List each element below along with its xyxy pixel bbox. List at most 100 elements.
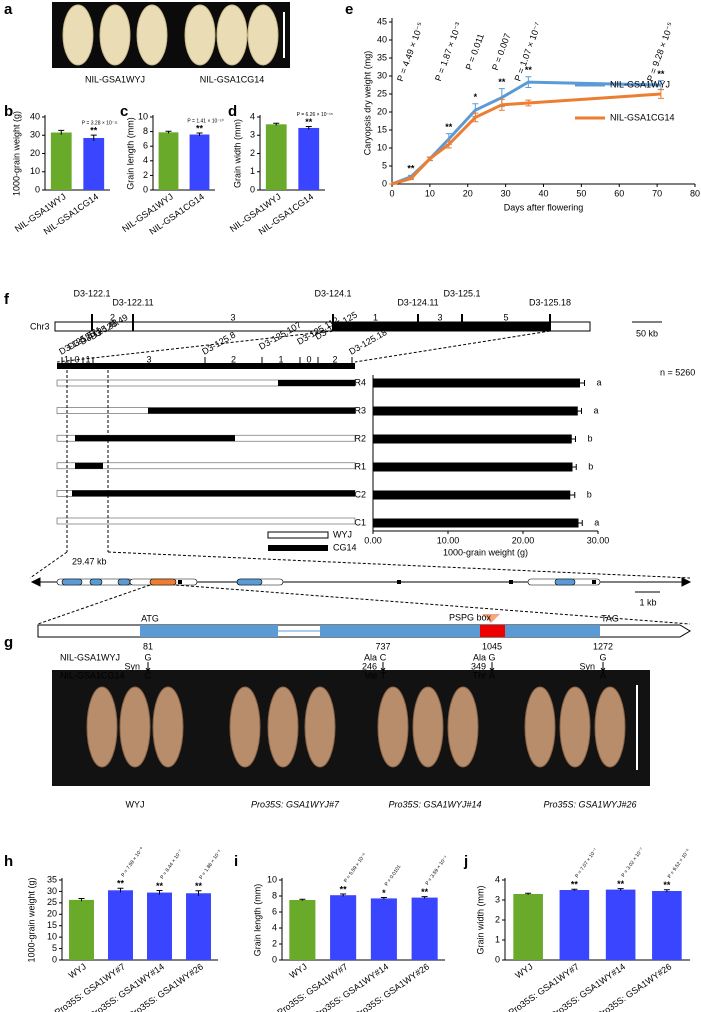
y-tick-label: 2: [495, 914, 500, 924]
p-value: P = 5.59 × 10⁻⁶: [343, 852, 368, 884]
y-tick-label: 6: [143, 141, 148, 151]
p-value: P = 0.0101: [384, 864, 403, 887]
y-tick-label: 2: [272, 938, 277, 948]
y-axis-label: Grain width (mm): [232, 119, 242, 188]
bar: [83, 137, 105, 190]
arrow: [145, 662, 151, 672]
y-tick-label: C2: [354, 489, 366, 499]
significance: **: [90, 125, 98, 135]
panel-label: e: [345, 1, 353, 18]
grain: [524, 686, 556, 768]
error-bar: [58, 129, 65, 135]
significance: **: [657, 69, 665, 79]
grain: [267, 686, 299, 768]
grain: [62, 4, 94, 66]
y-tick-label: 0: [52, 954, 57, 964]
y-tick-label: 10: [377, 142, 387, 152]
p-value: P = 3.59 × 10⁻⁴: [424, 855, 449, 887]
group-letter: b: [588, 433, 593, 443]
gene: [236, 578, 263, 586]
p-value: P = 8.44 × 10⁻⁷: [159, 849, 184, 881]
x-tick-label: 70: [652, 188, 662, 198]
recombinant-count: 3: [437, 312, 442, 322]
y-tick-label: 8: [272, 890, 277, 900]
y-tick-label: 2: [250, 148, 255, 158]
error-bar: [565, 492, 576, 498]
significance: *: [474, 92, 478, 102]
gene: [554, 578, 576, 586]
y-tick-label: 1: [250, 166, 255, 176]
marker-label: D3-124.1: [314, 288, 351, 298]
annotation: n = 5260: [660, 367, 695, 377]
pspg-marker: [482, 614, 500, 623]
y-tick-label: R1: [354, 461, 366, 471]
bar: [186, 893, 211, 960]
legend-swatch: [267, 531, 329, 539]
panel-label: j: [463, 853, 468, 870]
axis: [372, 375, 598, 532]
photo-caption: NIL-GSA1WYJ: [85, 74, 145, 84]
x-tick-label: WYJ: [288, 961, 309, 980]
gene: [117, 578, 131, 586]
y-tick-label: 6: [272, 906, 277, 916]
legend-swatch: [268, 545, 328, 551]
error-bar: [574, 520, 583, 526]
error-bar: [273, 122, 280, 126]
y-tick-label: 5: [382, 160, 387, 170]
x-tick-label: 20.00: [512, 535, 535, 545]
error-bar: [617, 888, 624, 891]
base: A: [489, 670, 495, 680]
bar: [147, 892, 172, 960]
y-tick-label: 40: [377, 34, 387, 44]
marker-label: D3-125.1: [443, 288, 480, 298]
base: G: [599, 652, 606, 662]
bar: [189, 134, 210, 190]
y-tick-label: 10: [30, 166, 40, 176]
y-tick-label: 40: [30, 111, 40, 121]
grain: [377, 686, 409, 768]
pspg-box: [480, 625, 505, 637]
significance: **: [571, 880, 579, 890]
y-tick-label: C1: [354, 517, 366, 527]
bar: [370, 898, 397, 960]
y-axis-label: Grain length (mm): [252, 884, 262, 957]
cg14-segment: [72, 490, 355, 497]
p-value: P = 0.011: [464, 32, 486, 71]
marker-label: D3-125.18: [529, 297, 571, 307]
recombinant-count: 2: [332, 354, 337, 364]
error-bar: [380, 896, 387, 900]
y-tick-label: R2: [354, 433, 366, 443]
significance: *: [382, 888, 386, 898]
locus-tick: [592, 580, 596, 584]
y-tick-label: R3: [354, 405, 366, 415]
y-tick-label: 10: [267, 874, 277, 884]
zoom-line: [29, 551, 68, 579]
p-value: P = 4.49 × 10⁻⁵: [395, 21, 426, 83]
significance: **: [407, 164, 415, 174]
photo-caption: WYJ: [126, 799, 145, 809]
recombinant-count: 1: [64, 354, 69, 364]
legend-label: CG14: [333, 542, 357, 552]
line: [391, 92, 662, 186]
gene: [61, 578, 83, 586]
x-tick-label: 60: [614, 188, 624, 198]
exon: [140, 625, 278, 637]
panel-label: d: [228, 103, 237, 120]
photo-caption: NIL-GSA1CG14: [200, 74, 265, 84]
position: 1272: [593, 641, 613, 651]
p-value: P = 7.07 × 10⁻⁷: [574, 847, 599, 879]
marker-label: D3-122.1: [73, 288, 110, 298]
grain: [99, 4, 131, 66]
significance: **: [498, 77, 506, 87]
cg14-segment: [75, 435, 235, 442]
y-axis-label: Grain length (mm): [125, 117, 135, 190]
zoom-line: [56, 330, 334, 363]
error-bar: [568, 464, 577, 470]
error-bar: [78, 898, 85, 902]
p-value: P = 7.59 × 10⁻⁸: [120, 846, 145, 878]
y-tick-label: 20: [377, 106, 387, 116]
error-bar: [663, 889, 670, 893]
grain: [247, 4, 279, 66]
y-axis-label: Grain width (mm): [475, 885, 485, 954]
significance: **: [156, 881, 164, 891]
